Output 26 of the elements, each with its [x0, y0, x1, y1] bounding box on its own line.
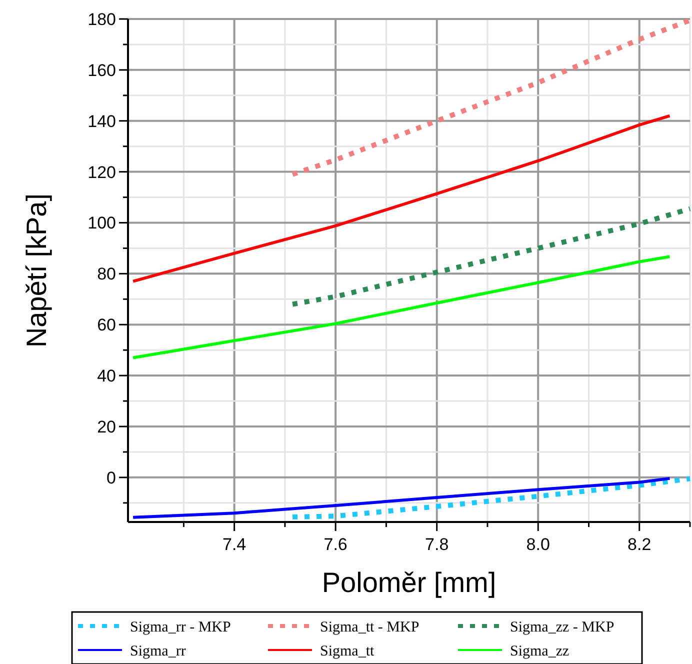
legend-label: Sigma_rr: [130, 643, 186, 660]
legend-label: Sigma_zz - MKP: [510, 619, 614, 636]
x-tick-label: 8.2: [628, 535, 652, 554]
x-tick-label: 8.0: [526, 535, 550, 554]
y-tick-label: 40: [97, 366, 116, 386]
y-tick-label: 60: [97, 316, 116, 335]
legend-label: Sigma_zz: [510, 643, 570, 660]
y-tick-label: 100: [88, 214, 116, 233]
y-tick-label: 20: [97, 417, 116, 436]
legend-label: Sigma_rr - MKP: [130, 619, 231, 636]
y-tick-label: 180: [88, 10, 116, 29]
y-tick-label: 140: [88, 112, 116, 131]
x-tick-label: 7.8: [425, 535, 449, 554]
y-tick-label: 80: [97, 264, 116, 284]
x-tick-label: 7.4: [222, 535, 246, 554]
line-series: [132, 255, 672, 360]
y-axis-title: Napětí [kPa]: [21, 193, 52, 348]
x-axis-title: Poloměr [mm]: [322, 567, 496, 598]
y-tick-label: 120: [88, 162, 116, 182]
legend-label: Sigma_tt: [320, 643, 375, 660]
y-tick-label: 160: [88, 60, 116, 80]
legend-label: Sigma_tt - MKP: [320, 619, 420, 636]
x-tick-label: 7.6: [324, 535, 348, 554]
line-series: [132, 114, 672, 283]
line-series: [132, 476, 672, 519]
y-tick-label: 0: [106, 468, 116, 488]
